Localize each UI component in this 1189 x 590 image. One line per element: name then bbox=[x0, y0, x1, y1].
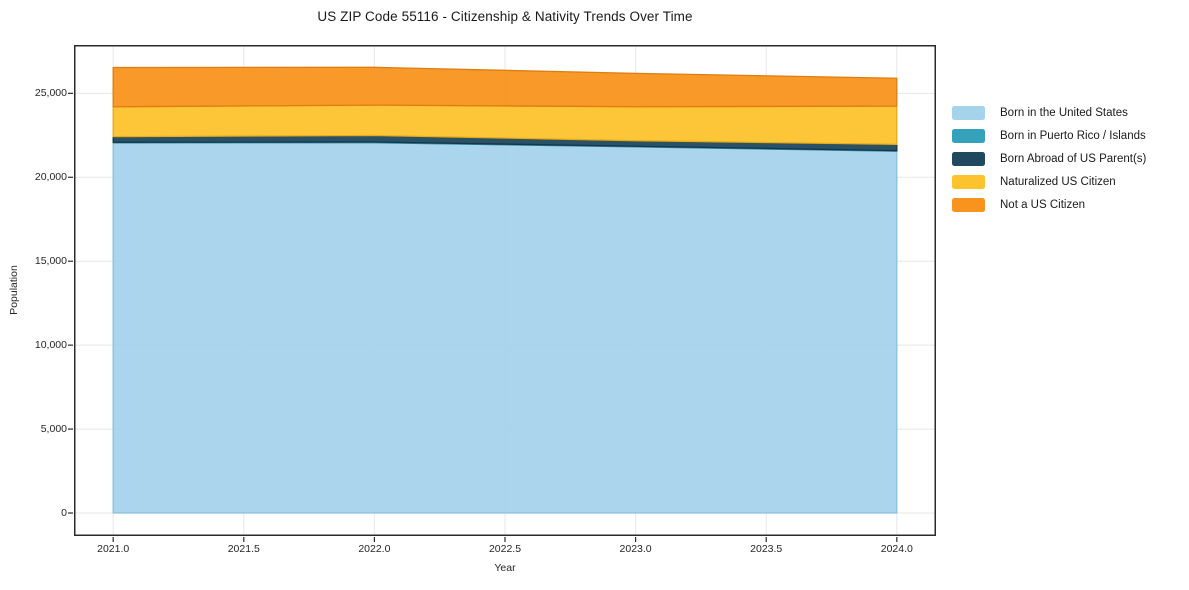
x-tick-label: 2024.0 bbox=[880, 543, 913, 555]
plot-area bbox=[68, 45, 936, 542]
legend-label: Born in Puerto Rico / Islands bbox=[1000, 130, 1146, 142]
chart-title: US ZIP Code 55116 - Citizenship & Nativi… bbox=[317, 9, 693, 24]
legend-label: Born in the United States bbox=[1000, 107, 1128, 119]
legend-item: Born in Puerto Rico / Islands bbox=[952, 129, 1146, 143]
area-series bbox=[112, 142, 898, 514]
x-tick-label: 2023.0 bbox=[619, 543, 652, 555]
x-tick-label: 2022.0 bbox=[358, 543, 391, 555]
y-tick-label: 5,000 bbox=[40, 423, 67, 436]
area-series bbox=[112, 66, 898, 108]
legend-label: Naturalized US Citizen bbox=[1000, 176, 1116, 188]
legend-label: Not a US Citizen bbox=[1000, 199, 1086, 211]
legend-item: Born Abroad of US Parent(s) bbox=[952, 152, 1146, 166]
legend-swatch bbox=[952, 106, 985, 120]
legend-swatch bbox=[952, 198, 985, 212]
legend-item: Born in the United States bbox=[952, 106, 1146, 120]
y-tick-label: 20,000 bbox=[34, 171, 67, 184]
x-axis-label: Year bbox=[494, 562, 516, 574]
legend: Born in the United States Born in Puerto … bbox=[952, 106, 1146, 212]
legend-label: Born Abroad of US Parent(s) bbox=[1000, 153, 1147, 165]
legend-swatch bbox=[952, 175, 985, 189]
y-tick-label: 10,000 bbox=[34, 339, 67, 352]
y-tick-label: 15,000 bbox=[34, 255, 67, 268]
legend-swatch bbox=[952, 152, 985, 166]
y-axis-label: Population bbox=[8, 265, 20, 315]
legend-item: Naturalized US Citizen bbox=[952, 175, 1146, 189]
x-tick-label: 2021.0 bbox=[97, 543, 130, 555]
legend-item: Not a US Citizen bbox=[952, 198, 1146, 212]
x-tick-label: 2022.5 bbox=[488, 543, 522, 555]
y-tick-label: 0 bbox=[61, 507, 67, 519]
x-tick-label: 2021.5 bbox=[227, 543, 260, 555]
axes-border bbox=[74, 45, 936, 536]
y-tick-label: 25,000 bbox=[34, 87, 67, 100]
legend-swatch bbox=[952, 129, 985, 143]
x-tick-label: 2023.5 bbox=[750, 543, 783, 555]
